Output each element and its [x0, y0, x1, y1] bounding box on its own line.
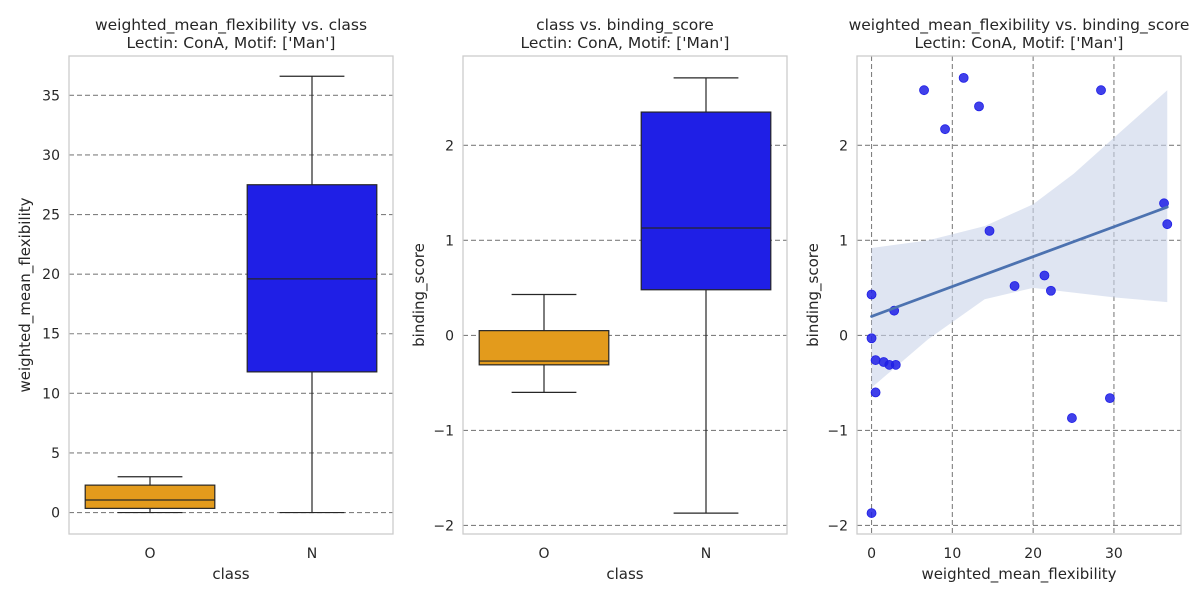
box-O — [478, 293, 610, 394]
scatter-point — [1104, 393, 1115, 404]
panel-class-vs-binding: class vs. binding_score Lectin: ConA, Mo… — [410, 16, 788, 583]
scatter-point — [890, 359, 901, 370]
iqr-box — [640, 111, 772, 291]
y-tick-label: 5 — [51, 446, 60, 462]
panel-2-subtitle: Lectin: ConA, Motif: ['Man'] — [521, 34, 730, 52]
y-tick-label: 1 — [445, 233, 454, 249]
scatter-point — [866, 508, 877, 518]
panel-1-ticks: 0 5 10 15 20 25 30 35 O N — [42, 88, 317, 562]
scatter-point — [1096, 85, 1106, 96]
y-tick-label: 0 — [51, 506, 60, 522]
scatter-point — [870, 355, 881, 365]
y-tick-label: 0 — [445, 328, 454, 344]
box-N — [640, 77, 772, 514]
scatter-point — [870, 387, 881, 398]
x-tick-label: O — [538, 546, 549, 562]
scatter-point — [974, 101, 984, 112]
y-tick-label: −2 — [433, 518, 454, 534]
y-tick-label: 35 — [42, 88, 60, 104]
panel-2-xlabel: class — [606, 565, 643, 583]
panel-1-boxes — [84, 75, 378, 514]
panel-1-frame — [68, 55, 394, 535]
panel-3-ylabel: binding_score — [804, 243, 823, 347]
x-tick-label: 30 — [1105, 546, 1123, 562]
panel-3-scatter — [866, 72, 1173, 518]
scatter-point — [1162, 219, 1173, 230]
box-O — [84, 476, 216, 514]
panel-3-xlabel: weighted_mean_flexibility — [921, 565, 1116, 584]
scatter-point — [958, 72, 969, 83]
scatter-point — [866, 289, 877, 300]
panel-flexibility-vs-binding: weighted_mean_flexibility vs. binding_sc… — [804, 16, 1189, 584]
scatter-point — [1067, 413, 1077, 423]
iqr-box — [478, 330, 610, 366]
panel-2-ylabel: binding_score — [410, 243, 429, 347]
panel-3-frame — [856, 55, 1182, 535]
panel-1-grid — [69, 94, 393, 514]
box-N — [246, 75, 378, 514]
scatter-point — [1046, 285, 1056, 296]
iqr-box — [84, 484, 216, 509]
panel-1-title: weighted_mean_flexibility vs. class — [95, 16, 367, 35]
panel-flexibility-vs-class: weighted_mean_flexibility vs. class Lect… — [16, 16, 394, 583]
panel-2-grid — [463, 144, 787, 526]
y-tick-label: 15 — [42, 327, 60, 343]
y-tick-label: 2 — [445, 138, 454, 154]
x-tick-label: O — [144, 546, 155, 562]
y-tick-label: 0 — [839, 328, 848, 344]
scatter-point — [1039, 270, 1050, 281]
panel-1-ylabel: weighted_mean_flexibility — [16, 197, 35, 392]
panel-2-ticks: −2 −1 0 1 2 O N — [433, 138, 711, 562]
panel-2-boxes — [478, 77, 772, 514]
x-tick-label: 0 — [867, 546, 876, 562]
panel-2-title: class vs. binding_score — [536, 16, 714, 35]
confidence-band — [871, 90, 1168, 388]
scatter-point — [940, 124, 950, 135]
x-tick-label: 10 — [943, 546, 961, 562]
panel-3-title: weighted_mean_flexibility vs. binding_sc… — [849, 16, 1190, 35]
y-tick-label: −1 — [433, 423, 454, 439]
regression-line — [870, 205, 1169, 318]
scatter-point — [1009, 281, 1020, 291]
y-tick-label: 30 — [42, 148, 60, 164]
x-tick-label: N — [307, 546, 317, 562]
y-tick-label: 2 — [839, 138, 848, 154]
y-tick-label: 20 — [42, 267, 60, 283]
scatter-point — [984, 225, 995, 236]
panel-2-frame — [462, 55, 788, 535]
y-tick-label: 25 — [42, 208, 60, 224]
panel-3-subtitle: Lectin: ConA, Motif: ['Man'] — [915, 34, 1124, 52]
panel-1-subtitle: Lectin: ConA, Motif: ['Man'] — [127, 34, 336, 52]
scatter-point — [919, 85, 929, 96]
x-tick-label: N — [701, 546, 711, 562]
y-tick-label: −2 — [827, 518, 848, 534]
panel-1-xlabel: class — [212, 565, 249, 583]
scatter-point — [866, 333, 877, 344]
x-tick-label: 20 — [1024, 546, 1042, 562]
y-tick-label: 10 — [42, 386, 60, 402]
y-tick-label: −1 — [827, 423, 848, 439]
y-tick-label: 1 — [839, 233, 848, 249]
